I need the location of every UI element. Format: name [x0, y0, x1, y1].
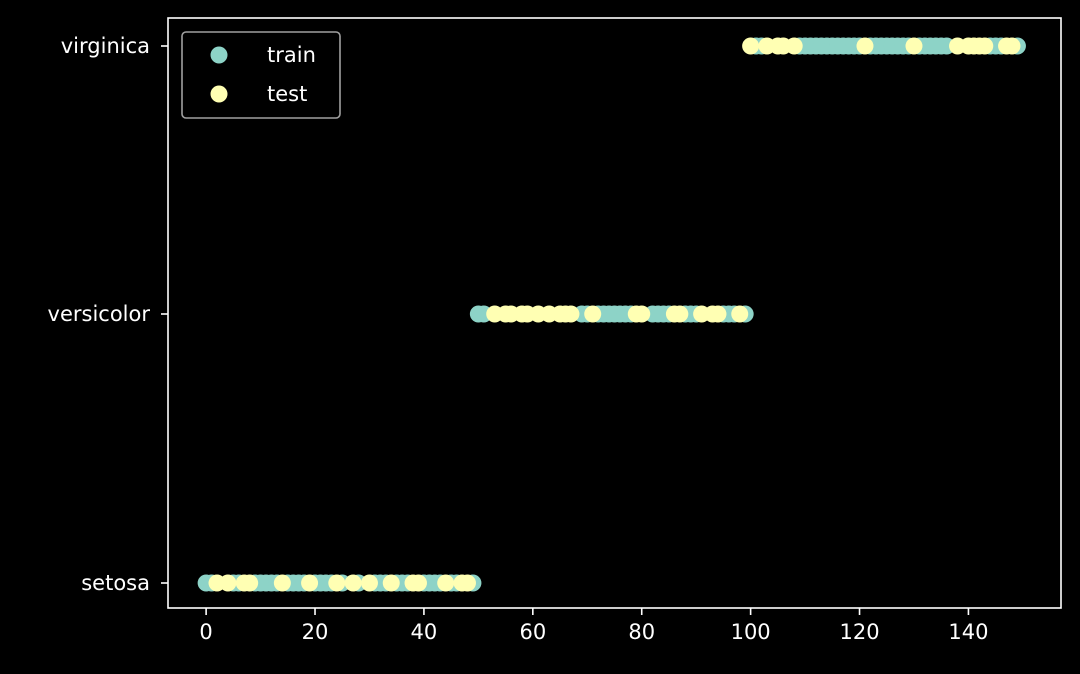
test-point: [301, 574, 319, 592]
test-point: [360, 574, 378, 592]
test-point: [241, 574, 259, 592]
test-point: [584, 305, 602, 323]
test-point: [219, 574, 237, 592]
test-point: [273, 574, 291, 592]
x-tick-label: 120: [839, 620, 879, 644]
y-tick-label-setosa: setosa: [81, 571, 150, 595]
legend-marker-test: [210, 85, 228, 103]
test-point: [742, 37, 760, 55]
y-tick-label-virginica: virginica: [61, 34, 150, 58]
y-axis-ticks: setosa versicolor virginica: [48, 34, 168, 595]
x-tick-label: 140: [948, 620, 988, 644]
x-tick-label: 100: [731, 620, 771, 644]
y-tick-label-versicolor: versicolor: [48, 302, 151, 326]
legend-marker-train: [210, 46, 228, 64]
test-point: [976, 37, 994, 55]
test-point: [1003, 37, 1021, 55]
test-point: [328, 574, 346, 592]
test-point: [709, 305, 727, 323]
legend-label-train: train: [267, 43, 316, 67]
x-tick-label: 40: [411, 620, 438, 644]
test-point: [409, 574, 427, 592]
test-point: [437, 574, 455, 592]
test-point: [671, 305, 689, 323]
x-tick-label: 80: [628, 620, 655, 644]
points-layer: [197, 37, 1026, 592]
legend-box: [181, 31, 341, 119]
test-point: [344, 574, 362, 592]
test-point: [905, 37, 923, 55]
x-axis-ticks: 0 20 40 60 80 100 120 140: [199, 608, 988, 644]
test-point: [562, 305, 580, 323]
test-point: [856, 37, 874, 55]
test-point: [785, 37, 803, 55]
test-point: [382, 574, 400, 592]
x-tick-label: 20: [302, 620, 329, 644]
test-point: [633, 305, 651, 323]
test-point: [458, 574, 476, 592]
plot-frame: [167, 17, 1062, 609]
x-tick-label: 0: [199, 620, 212, 644]
legend: train test: [181, 31, 341, 119]
test-point: [731, 305, 749, 323]
legend-label-test: test: [267, 82, 307, 106]
x-tick-label: 60: [519, 620, 546, 644]
